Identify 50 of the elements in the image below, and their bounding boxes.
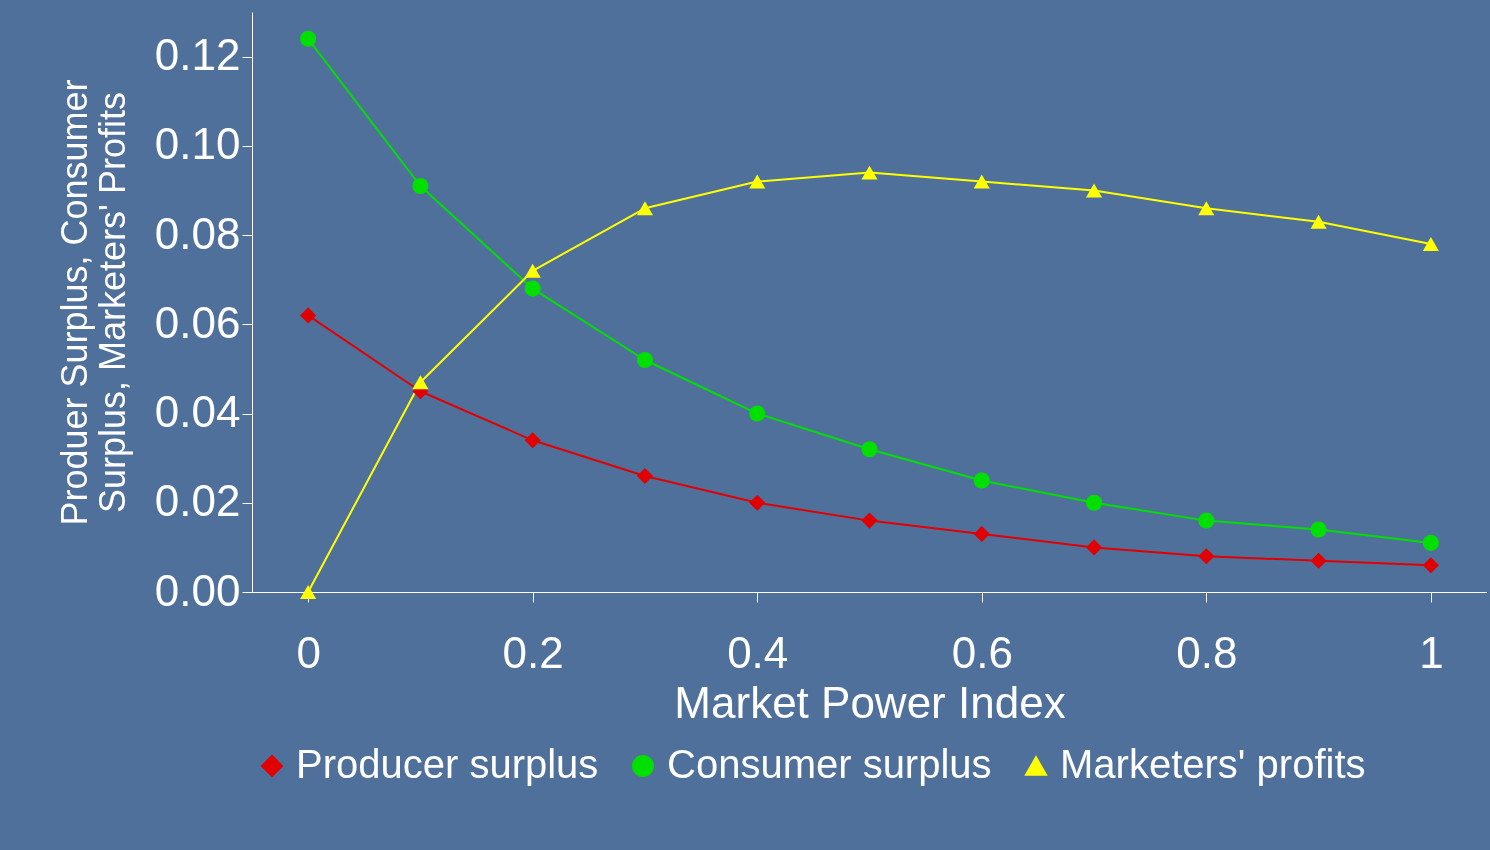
point	[1310, 214, 1327, 229]
point	[1085, 183, 1103, 198]
point	[1085, 539, 1103, 556]
point	[636, 467, 654, 485]
point	[1422, 237, 1439, 251]
x-tick-label: 0.6	[951, 627, 1013, 677]
point	[749, 494, 766, 511]
x-tick-label: 0.8	[1176, 627, 1238, 677]
point	[1310, 521, 1327, 538]
point	[412, 375, 429, 390]
x-tick-label: 0.4	[727, 627, 789, 677]
x-axis-title: Market Power Index	[674, 677, 1066, 727]
point	[300, 30, 317, 47]
point	[524, 432, 541, 449]
x-tick-label: 0	[296, 627, 321, 677]
x-tick-label: 1	[1419, 627, 1444, 677]
y-axis-title: Produer Surplus, Consumer Surplus, Marketers' Profits	[53, 79, 133, 526]
point	[1198, 201, 1215, 216]
point	[973, 174, 990, 189]
x-tick-label: 0.2	[502, 627, 564, 677]
point	[524, 280, 541, 297]
point	[1198, 512, 1215, 529]
point	[1422, 534, 1439, 551]
point	[300, 307, 317, 324]
legend-label: Producer surplus	[296, 742, 599, 786]
y-tick-label: 0.08	[154, 208, 241, 258]
y-tick-label: 0.00	[154, 565, 241, 615]
point	[636, 201, 654, 216]
legend-label: Marketers' profits	[1060, 742, 1366, 786]
point	[749, 174, 766, 189]
point	[1198, 548, 1215, 565]
point	[749, 405, 766, 422]
point	[1422, 557, 1439, 574]
point	[861, 441, 878, 458]
point	[1310, 552, 1327, 569]
point	[973, 525, 990, 543]
point	[973, 472, 990, 489]
point	[636, 351, 654, 369]
y-tick-label: 0.04	[154, 387, 241, 437]
point	[524, 263, 541, 278]
y-tick-label: 0.06	[154, 297, 241, 347]
point	[861, 512, 878, 529]
legend-label: Consumer surplus	[667, 742, 992, 786]
y-tick-label: 0.12	[154, 30, 241, 80]
point	[412, 177, 429, 195]
y-tick-label: 0.10	[154, 119, 241, 169]
point	[300, 585, 317, 599]
point	[861, 165, 878, 180]
point	[1085, 494, 1103, 511]
y-tick-label: 0.02	[154, 476, 241, 526]
